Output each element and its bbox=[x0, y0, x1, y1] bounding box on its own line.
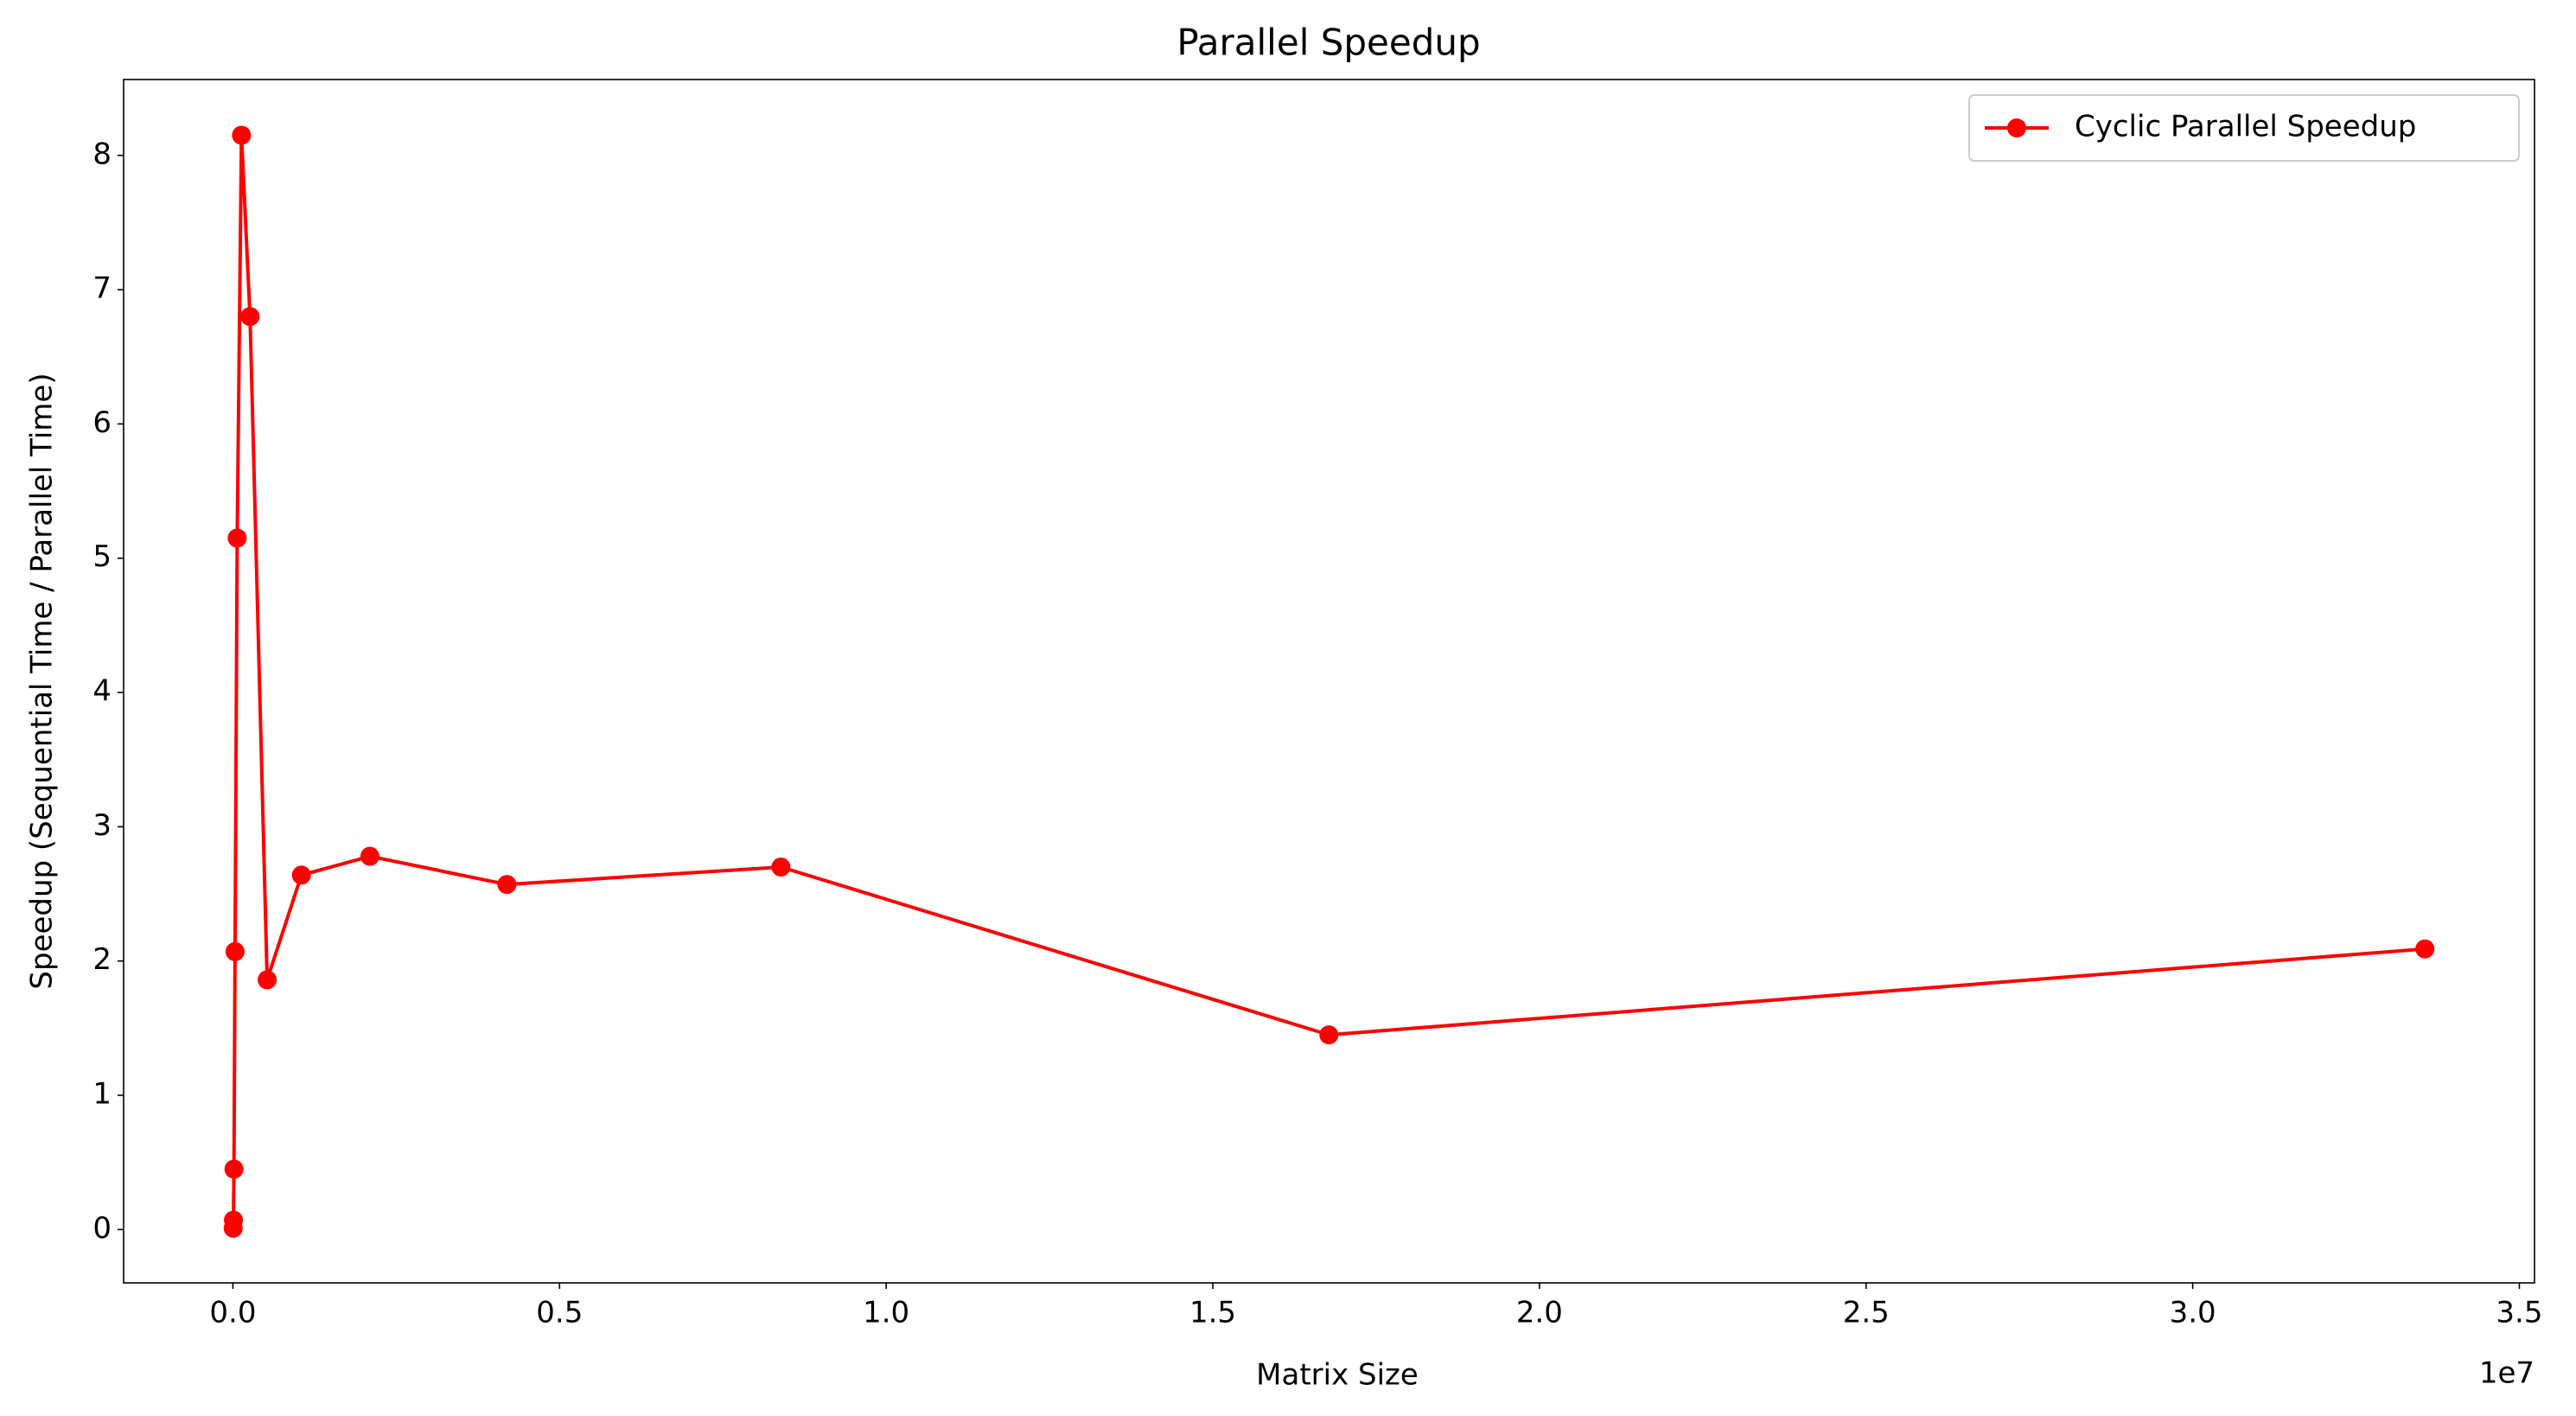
data-point bbox=[232, 125, 252, 145]
data-point bbox=[240, 307, 260, 327]
data-point bbox=[225, 941, 245, 961]
y-tick-label: 8 bbox=[92, 137, 112, 171]
data-point bbox=[771, 857, 791, 877]
data-point bbox=[224, 1210, 244, 1230]
y-tick-label: 1 bbox=[92, 1077, 112, 1112]
x-axis-label: Matrix Size bbox=[1256, 1358, 1419, 1393]
y-tick-label: 2 bbox=[92, 942, 112, 977]
data-point bbox=[497, 875, 517, 895]
legend-label: Cyclic Parallel Speedup bbox=[2075, 110, 2416, 144]
data-point bbox=[2415, 939, 2435, 959]
x-tick-label: 1.5 bbox=[1189, 1296, 1236, 1330]
y-tick-label: 7 bbox=[92, 271, 112, 306]
data-point bbox=[227, 528, 247, 548]
y-tick-label: 6 bbox=[92, 405, 112, 440]
y-tick-label: 0 bbox=[92, 1211, 112, 1246]
chart-title: Parallel Speedup bbox=[1176, 22, 1480, 64]
plot-frame bbox=[123, 79, 2535, 1284]
x-tick-label: 0.5 bbox=[536, 1296, 583, 1330]
data-point bbox=[1319, 1025, 1339, 1045]
legend-marker bbox=[2007, 118, 2026, 137]
data-point bbox=[258, 970, 277, 990]
data-point bbox=[360, 846, 379, 866]
x-tick-label: 2.5 bbox=[1843, 1296, 1890, 1330]
series-line bbox=[231, 135, 2426, 1228]
x-offset-label: 1e7 bbox=[2479, 1356, 2535, 1391]
y-tick-label: 4 bbox=[92, 674, 112, 709]
legend: Cyclic Parallel Speedup bbox=[1968, 94, 2520, 162]
y-tick-label: 3 bbox=[92, 808, 112, 843]
x-tick-label: 1.0 bbox=[863, 1296, 909, 1330]
data-point bbox=[291, 865, 311, 885]
y-tick-label: 5 bbox=[92, 539, 112, 574]
data-point bbox=[224, 1159, 244, 1179]
x-tick-label: 2.0 bbox=[1516, 1296, 1563, 1330]
x-tick-label: 3.0 bbox=[2170, 1296, 2216, 1330]
y-axis-label: Speedup (Sequential Time / Parallel Time… bbox=[25, 373, 60, 989]
x-tick-label: 0.0 bbox=[209, 1296, 256, 1330]
x-tick-label: 3.5 bbox=[2496, 1296, 2542, 1330]
legend-box bbox=[1968, 94, 2520, 162]
